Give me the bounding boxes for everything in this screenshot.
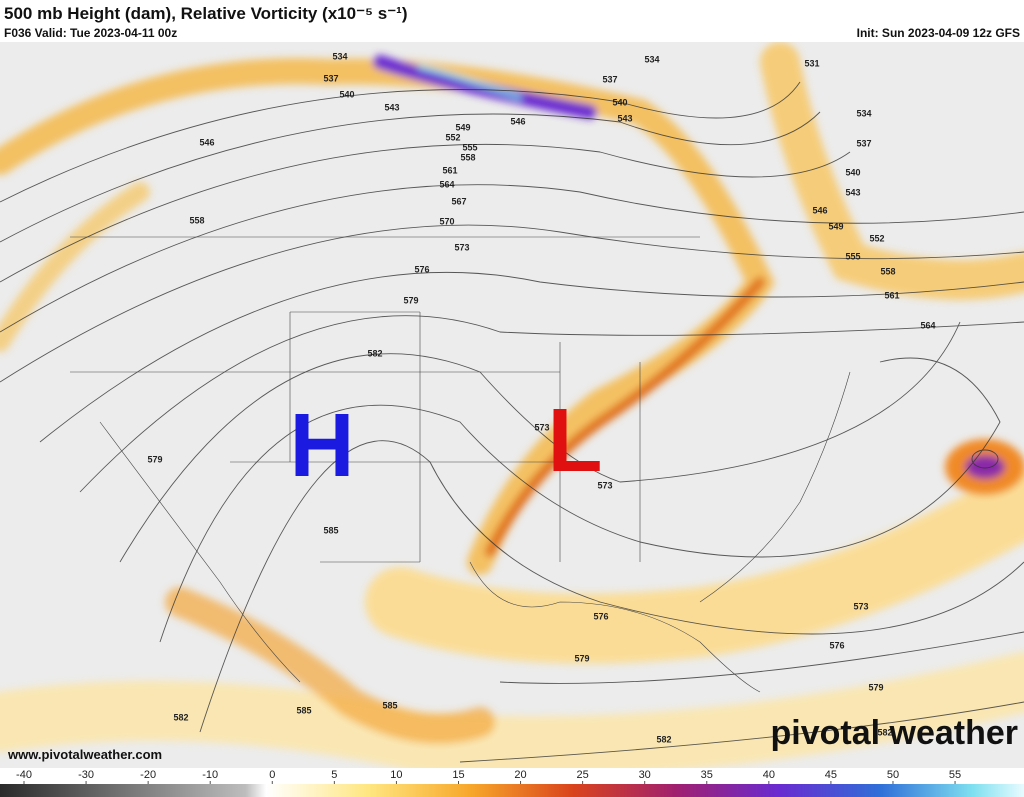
contour-label: 567 (451, 196, 466, 206)
contour-label: 552 (869, 233, 884, 243)
colorbar-ticks: -40 -30 -20 -10 0 5 10 15 20 25 30 35 40 45 50 55 (16, 769, 961, 784)
contour-label: 534 (332, 51, 347, 61)
contour-label: 585 (296, 705, 311, 715)
colorbar-tick-label: -20 (140, 769, 156, 781)
contour-label: 537 (323, 73, 338, 83)
contour-label: 576 (593, 611, 608, 621)
watermark: pivotal weather (770, 714, 1018, 752)
colorbar-tick-label: -30 (78, 769, 94, 781)
contour-label: 552 (445, 132, 460, 142)
colorbar-tick-label: 50 (887, 769, 899, 781)
init-time: Init: Sun 2023-04-09 12z GFS (856, 26, 1020, 40)
contour-label: 564 (439, 179, 454, 189)
height-contours (0, 81, 1024, 763)
contour-label: 576 (829, 640, 844, 650)
contour-label: 558 (460, 152, 475, 162)
colorbar-tick-label: 45 (825, 769, 837, 781)
contour-label: 540 (339, 89, 354, 99)
contour-label: 579 (147, 454, 162, 464)
contour-label: 561 (442, 165, 457, 175)
contour-label: 546 (812, 205, 827, 215)
colorbar-tick-label: 20 (514, 769, 526, 781)
contour-label: 582 (173, 712, 188, 722)
colorbar-tick-label: 0 (269, 769, 275, 781)
colorbar-tick-label: 30 (639, 769, 651, 781)
contour-label: 555 (462, 142, 477, 152)
contour-label: 564 (920, 320, 935, 330)
contour-label: 576 (414, 264, 429, 274)
contour-label: 579 (868, 682, 883, 692)
contour-label: 573 (597, 480, 612, 490)
colorbar (0, 784, 1024, 797)
contour-label: 531 (804, 58, 819, 68)
colorbar-tick-label: 10 (390, 769, 402, 781)
website: www.pivotalweather.com (7, 747, 162, 762)
title: 500 mb Height (dam), Relative Vorticity … (4, 4, 408, 23)
colorbar-tick-label: -40 (16, 769, 32, 781)
contour-label: 540 (845, 167, 860, 177)
contour-label: 549 (828, 221, 843, 231)
contour-label: 585 (323, 525, 338, 535)
contour-label: 549 (455, 122, 470, 132)
contour-label: 534 (644, 54, 659, 64)
contour-label: 543 (617, 113, 632, 123)
valid-time: F036 Valid: Tue 2023-04-11 00z (4, 26, 178, 40)
vorticity-field (0, 42, 1024, 776)
contour-label: 555 (845, 251, 860, 261)
boundaries (70, 236, 851, 693)
contour-label: 579 (403, 295, 418, 305)
contour-label: 579 (574, 653, 589, 663)
contour-label: 558 (880, 266, 895, 276)
contour-label: 582 (367, 348, 382, 358)
contour-label: 561 (884, 290, 899, 300)
colorbar-tick-label: 35 (701, 769, 713, 781)
contour-label: 573 (853, 601, 868, 611)
contour-label: 570 (439, 216, 454, 226)
colorbar-tick-label: 25 (577, 769, 589, 781)
contour-label: 573 (534, 422, 549, 432)
high-pressure-label: H (290, 396, 355, 496)
colorbar-tick-label: 15 (452, 769, 464, 781)
contour-label: 534 (856, 108, 871, 118)
colorbar-tick-label: 5 (331, 769, 337, 781)
colorbar-tick-label: -10 (202, 769, 218, 781)
contour-label: 582 (656, 734, 671, 744)
colorbar-tick-label: 55 (949, 769, 961, 781)
contour-label: 540 (612, 97, 627, 107)
contour-label: 558 (189, 215, 204, 225)
low-pressure-label: L (548, 391, 603, 491)
contour-label: 537 (602, 74, 617, 84)
contour-label: 543 (845, 187, 860, 197)
contour-label: 543 (384, 102, 399, 112)
contour-label: 582 (877, 727, 892, 737)
contour-label: 546 (199, 137, 214, 147)
contour-label: 546 (510, 116, 525, 126)
contour-label: 573 (454, 242, 469, 252)
contour-labels: 5345375405435465495525555585615645675705… (147, 51, 935, 744)
contour-label: 537 (856, 138, 871, 148)
contour-label: 585 (382, 700, 397, 710)
map: 5345375405435465495525555585615645675705… (0, 42, 1024, 797)
colorbar-tick-label: 40 (763, 769, 775, 781)
